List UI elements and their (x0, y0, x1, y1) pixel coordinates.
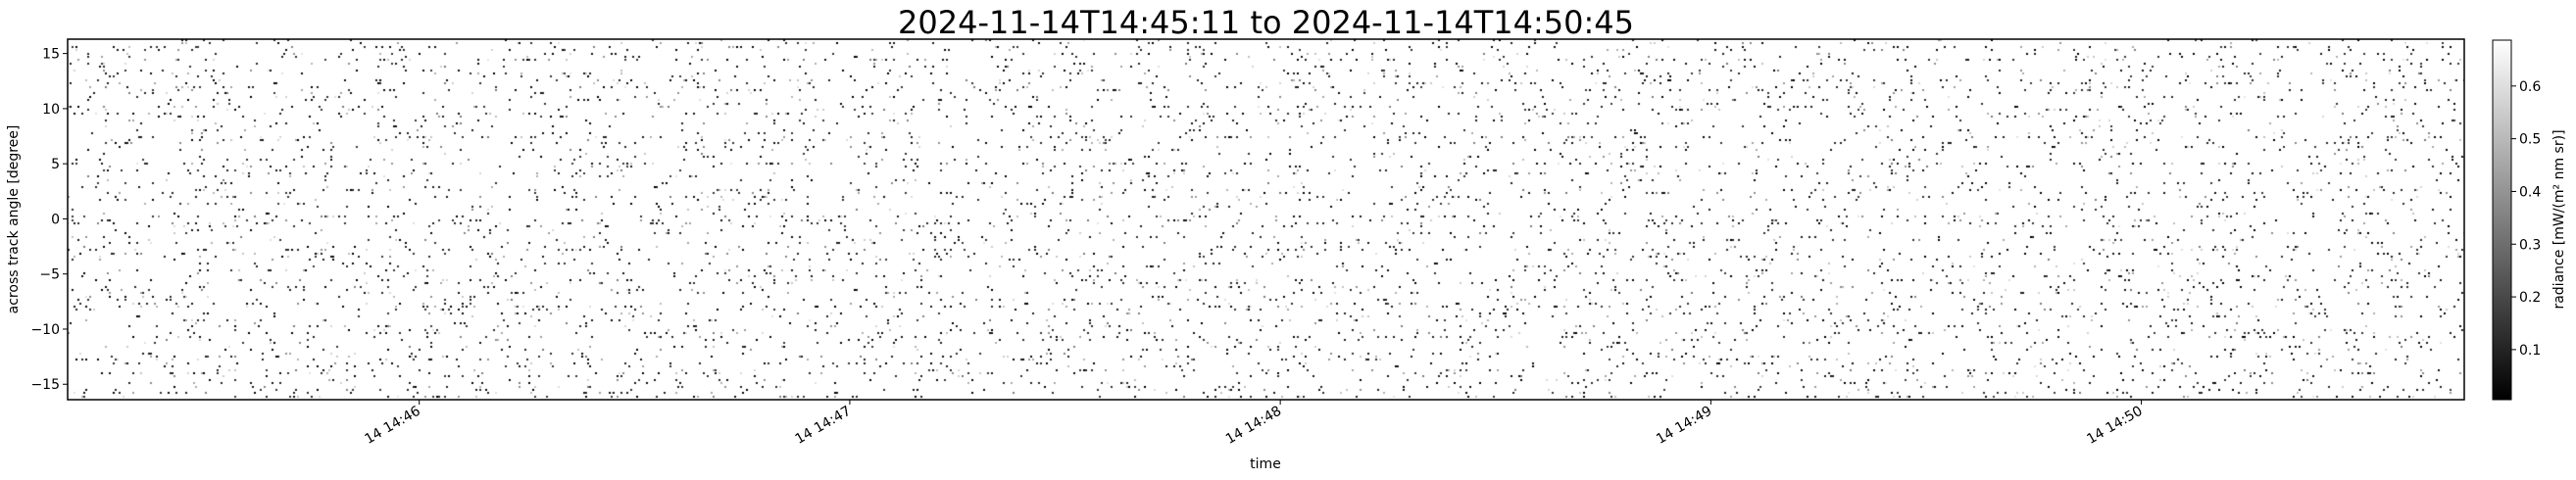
y-tick-label: −5 (39, 267, 60, 283)
y-tick-label: 10 (42, 102, 60, 118)
colorbar-tick-label: 0.6 (2519, 79, 2541, 95)
colorbar (2492, 39, 2512, 401)
x-tick-label: 14 14:48 (1223, 404, 1284, 448)
chart-title: 2024-11-14T14:45:11 to 2024-11-14T14:50:… (898, 4, 1634, 41)
colorbar-tick-label: 0.1 (2519, 343, 2541, 359)
colorbar-tick-label: 0.4 (2519, 184, 2541, 200)
y-axis: 15 10 5 0 −5 −10 −15 (30, 47, 68, 393)
colorbar-tick-label: 0.3 (2519, 237, 2541, 253)
colorbar-tick-label: 0.5 (2519, 132, 2541, 148)
colorbar-label: radiance [mW/(m² nm sr)] (2551, 129, 2567, 309)
y-axis-label: across track angle [degree] (6, 125, 22, 314)
heatmap-image (68, 39, 2464, 400)
x-tick-label: 14 14:47 (793, 404, 854, 448)
y-tick-label: 5 (51, 157, 60, 172)
y-tick-label: −10 (30, 322, 60, 338)
colorbar-ticks: 0.1 0.2 0.3 0.4 0.5 0.6 (2511, 79, 2541, 359)
x-tick-label: 14 14:49 (1654, 404, 1714, 448)
x-axis: 14 14:46 14 14:47 14 14:48 14 14:49 14 14:50 (362, 400, 2146, 448)
x-tick-label: 14 14:46 (362, 404, 422, 448)
colorbar-tick-label: 0.2 (2519, 290, 2541, 306)
y-tick-label: 15 (42, 47, 60, 63)
x-axis-label: time (1250, 456, 1281, 472)
y-tick-label: −15 (30, 377, 60, 393)
y-tick-label: 0 (51, 212, 60, 227)
plot-frame (67, 38, 2465, 401)
x-tick-label: 14 14:50 (2084, 404, 2145, 448)
